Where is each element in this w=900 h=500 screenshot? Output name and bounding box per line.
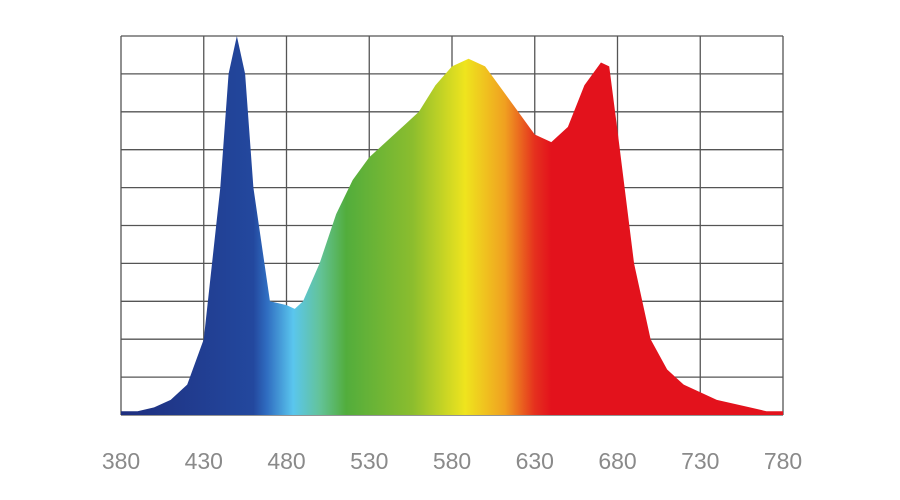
x-tick-label: 780 <box>764 448 802 474</box>
spectrum-area <box>121 36 783 415</box>
x-tick-label: 580 <box>433 448 471 474</box>
x-tick-label: 530 <box>350 448 388 474</box>
x-tick-label: 430 <box>185 448 223 474</box>
x-tick-label: 680 <box>598 448 636 474</box>
x-tick-label: 480 <box>267 448 305 474</box>
x-tick-label: 630 <box>516 448 554 474</box>
x-tick-label: 380 <box>102 448 140 474</box>
x-tick-label: 730 <box>681 448 719 474</box>
